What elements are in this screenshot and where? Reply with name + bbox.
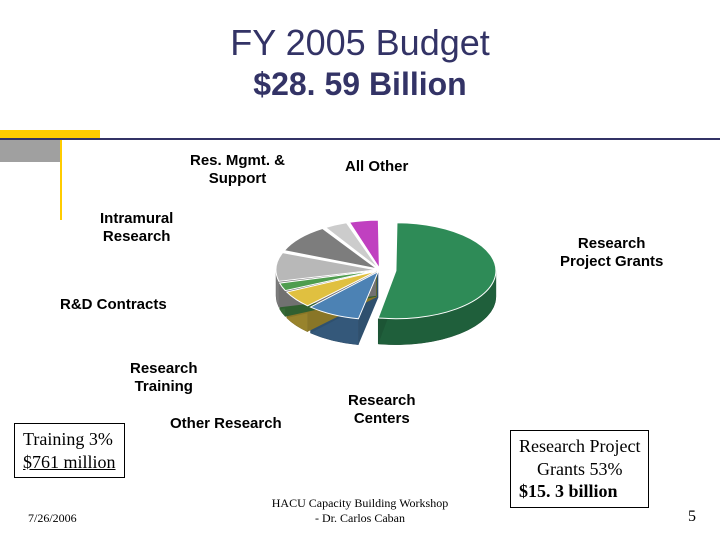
- label-rms: Res. Mgmt. &Support: [190, 152, 285, 188]
- callout-training-l2: $761 million: [23, 451, 116, 474]
- title-line1: FY 2005 Budget: [0, 22, 720, 64]
- label-intramural: IntramuralResearch: [100, 210, 173, 246]
- label-allother: All Other: [345, 158, 408, 176]
- title-line2: $28. 59 Billion: [0, 66, 720, 103]
- callout-training-l1: Training 3%: [23, 428, 116, 451]
- label-training: ResearchTraining: [130, 360, 198, 396]
- label-centers: ResearchCenters: [348, 392, 416, 428]
- callout-rpg-l1: Research Project: [519, 435, 640, 458]
- slide: FY 2005 Budget $28. 59 Billion ResearchP…: [0, 0, 720, 540]
- label-other: Other Research: [170, 415, 282, 433]
- callout-rpg-l2: Grants 53%: [519, 458, 640, 481]
- label-rpg: ResearchProject Grants: [560, 235, 663, 271]
- footer-center: HACU Capacity Building Workshop- Dr. Car…: [0, 496, 720, 526]
- slide-title: FY 2005 Budget $28. 59 Billion: [0, 22, 720, 103]
- footer-page: 5: [688, 508, 696, 526]
- callout-training: Training 3% $761 million: [14, 423, 125, 478]
- label-rdc: R&D Contracts: [60, 296, 167, 314]
- budget-pie-chart: [230, 180, 530, 380]
